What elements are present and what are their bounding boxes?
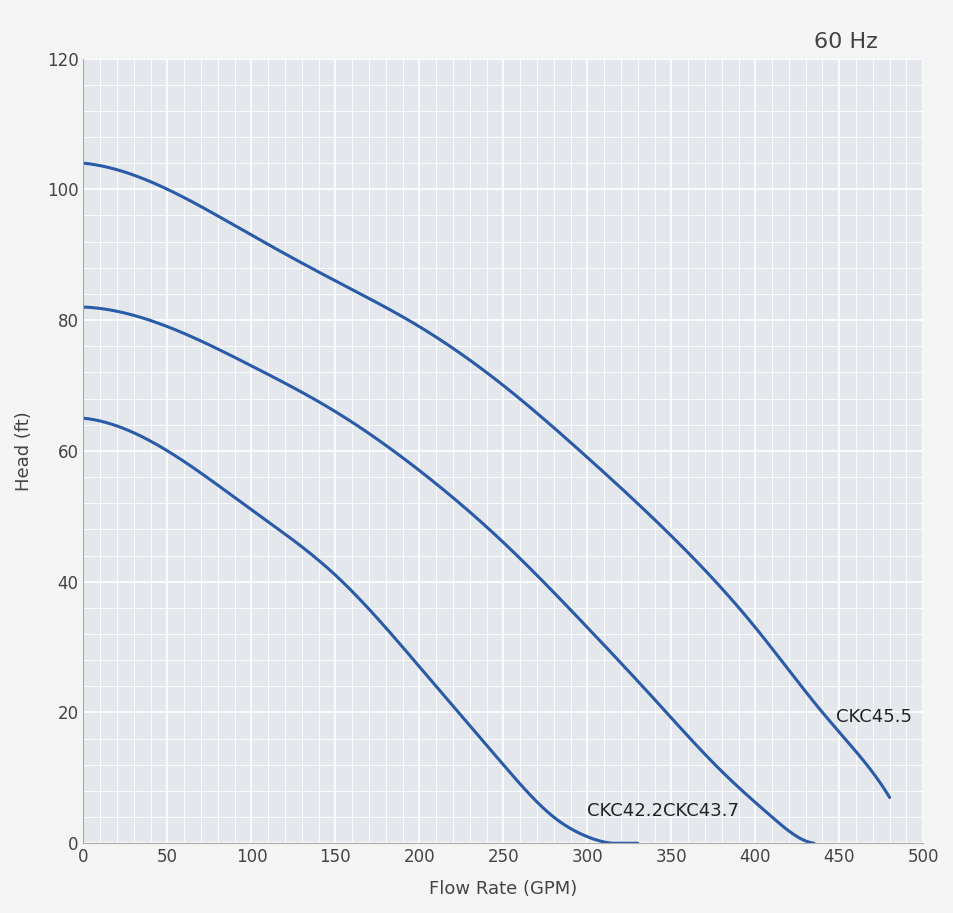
Text: CKC45.5: CKC45.5 — [835, 708, 911, 726]
Y-axis label: Head (ft): Head (ft) — [15, 411, 33, 491]
Text: CKC42.2: CKC42.2 — [587, 803, 662, 821]
X-axis label: Flow Rate (GPM): Flow Rate (GPM) — [429, 880, 577, 898]
Text: CKC43.7: CKC43.7 — [662, 803, 739, 821]
Text: 60 Hz: 60 Hz — [813, 32, 877, 52]
